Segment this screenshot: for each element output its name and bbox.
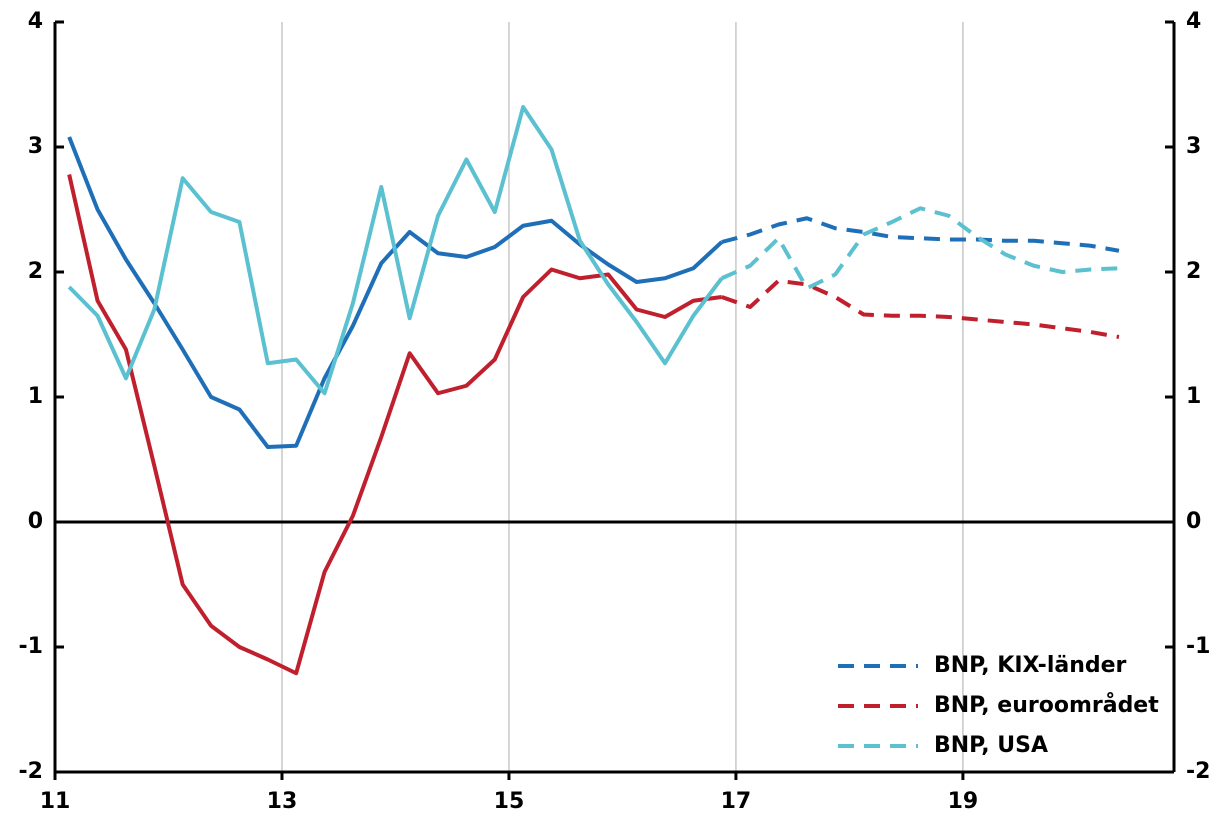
y-tick-label: 1 (28, 384, 43, 409)
y2-tick-label: 3 (1186, 134, 1201, 159)
y-tick-label: -1 (19, 634, 43, 659)
legend-label: BNP, KIX-länder (934, 653, 1127, 678)
y2-tick-label: 4 (1186, 9, 1201, 34)
y2-tick-label: 2 (1186, 259, 1201, 284)
x-tick-label: 13 (267, 789, 298, 814)
y2-tick-label: 0 (1186, 509, 1201, 534)
x-tick-label: 11 (40, 789, 71, 814)
series-line (67, 174, 723, 676)
x-tick-label: 15 (494, 789, 525, 814)
legend-label: BNP, USA (934, 733, 1048, 758)
y-tick-label: 0 (28, 509, 43, 534)
y-tick-label: 3 (28, 134, 43, 159)
y2-tick-label: -1 (1186, 634, 1210, 659)
y2-tick-label: -2 (1186, 759, 1210, 784)
x-tick-label: 19 (948, 789, 979, 814)
series-line (67, 105, 724, 396)
y-tick-label: 4 (28, 9, 43, 34)
series-line (720, 206, 1120, 291)
y-tick-label: 2 (28, 259, 43, 284)
y2-tick-label: 1 (1186, 384, 1201, 409)
x-tick-label: 17 (721, 789, 752, 814)
y-tick-label: -2 (19, 759, 43, 784)
legend-label: BNP, euroområdet (934, 692, 1159, 718)
series-line (721, 278, 1120, 339)
